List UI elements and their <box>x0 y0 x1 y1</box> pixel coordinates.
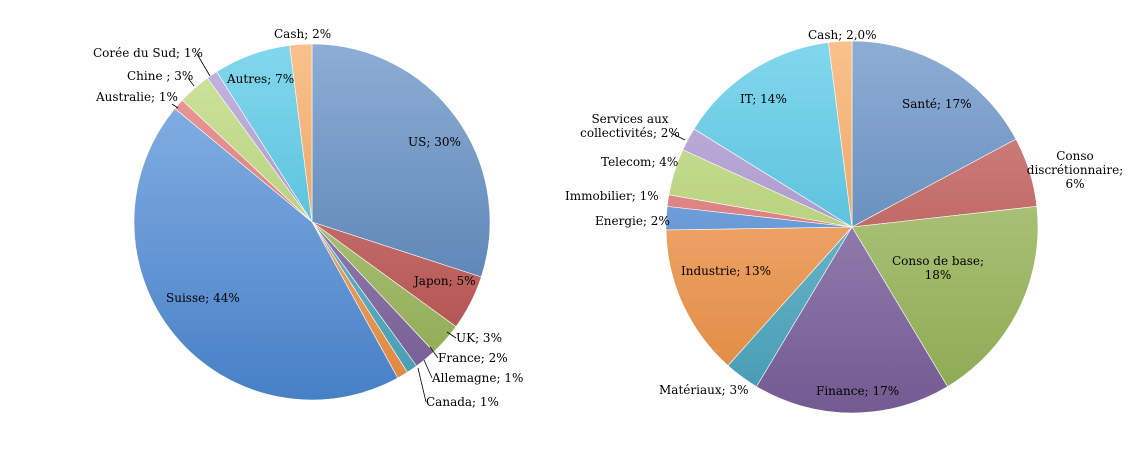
slice-label-1-6: Energie; 2% <box>595 214 670 228</box>
slice-label-1-5: Industrie; 13% <box>681 264 771 278</box>
slice-label-0-3: France; 2% <box>438 351 508 365</box>
slice-label-1-9: Services aux collectivités; 2% <box>580 112 680 140</box>
pie-slice-1-11 <box>828 40 853 228</box>
slice-label-1-11: Cash; 2,0% <box>808 28 877 42</box>
pie-slice-1-0 <box>851 40 1017 228</box>
leader-line-0-4 <box>423 359 433 379</box>
leader-line-0-9 <box>196 53 211 77</box>
slice-label-1-0: Santé; 17% <box>902 97 972 111</box>
slice-label-1-7: Immobilier; 1% <box>565 189 659 203</box>
pie-slice-1-2 <box>851 206 1039 387</box>
pie-slice-0-11 <box>289 43 313 223</box>
slice-label-0-1: Japon; 5% <box>412 274 476 288</box>
slice-label-0-8: Chine ; 3% <box>127 69 193 83</box>
slice-label-1-2: Conso de base; 18% <box>892 254 984 282</box>
slice-label-1-3: Finance; 17% <box>816 384 899 398</box>
leader-line-0-8 <box>187 77 195 87</box>
leader-line-1-9 <box>670 132 686 141</box>
pie-slice-0-6 <box>133 108 399 401</box>
slice-label-0-5: Canada; 1% <box>426 395 499 409</box>
slice-label-1-8: Telecom; 4% <box>601 155 678 169</box>
leader-line-0-5 <box>417 367 427 403</box>
slice-label-0-4: Allemagne; 1% <box>431 371 523 385</box>
leader-line-0-2 <box>446 331 457 339</box>
slice-label-0-9: Corée du Sud; 1% <box>93 46 203 60</box>
pie-chart-sector: Santé; 17% Conso discrétionnaire; 6% Conso d… <box>565 28 1123 414</box>
slice-label-0-7: Australie; 1% <box>95 90 178 104</box>
pie-slice-1-3 <box>756 226 948 414</box>
slice-label-1-10: IT; 14% <box>740 92 787 106</box>
slice-label-0-2: UK; 3% <box>456 331 502 345</box>
pie-slice-1-10 <box>693 42 853 228</box>
slice-label-1-4: Matériaux; 3% <box>659 383 748 397</box>
slice-label-0-0: US; 30% <box>408 135 461 149</box>
slice-label-0-6: Suisse; 44% <box>166 291 240 305</box>
pie-slice-1-5 <box>665 226 853 367</box>
leader-line-0-7 <box>171 103 179 109</box>
slice-label-1-1: Conso discrétionnaire; 6% <box>1027 149 1123 191</box>
leader-line-0-3 <box>429 346 439 359</box>
pie-chart-country: US; 30% Japon; 5% UK; 3% France; 2% Allemagn… <box>93 27 523 409</box>
slice-label-0-11: Cash; 2% <box>274 27 331 41</box>
pie-slice-0-0 <box>311 43 491 278</box>
slice-label-0-10: Autres; 7% <box>226 72 294 86</box>
